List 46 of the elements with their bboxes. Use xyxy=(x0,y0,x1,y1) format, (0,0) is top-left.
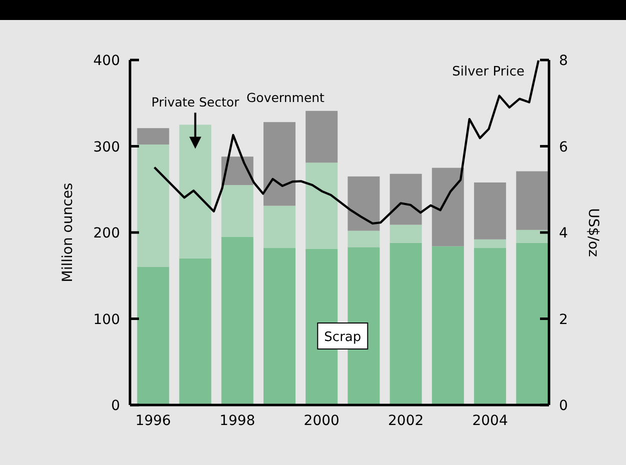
y-tick-label: 400 xyxy=(93,53,120,69)
y-tick-label: 0 xyxy=(111,398,120,414)
y-tick-label: 300 xyxy=(93,139,120,156)
bar xyxy=(263,122,296,206)
y2-axis-title: US$/oz xyxy=(585,208,601,257)
y2-tick-label: 2 xyxy=(559,312,568,328)
y-axis-title: Million ounces xyxy=(60,182,76,282)
bar xyxy=(179,124,212,258)
series-label: Scrap xyxy=(324,330,362,345)
bar xyxy=(263,206,296,248)
x-tick-label: 2000 xyxy=(304,413,340,429)
bar xyxy=(432,168,464,246)
bar xyxy=(516,171,548,230)
series-label: Private Sector xyxy=(151,94,240,110)
y2-tick-label: 4 xyxy=(559,226,568,242)
x-tick-label: 2002 xyxy=(388,413,424,429)
bar xyxy=(306,110,338,163)
series-label: Government xyxy=(246,90,325,105)
bar xyxy=(390,174,422,225)
series-label: Silver Price xyxy=(452,64,524,80)
bar xyxy=(263,248,296,405)
bar xyxy=(474,248,506,405)
bar xyxy=(390,242,422,405)
bar xyxy=(348,176,380,231)
bar xyxy=(390,224,422,243)
x-tick-label: 1996 xyxy=(135,413,172,429)
bar xyxy=(306,162,338,249)
x-tick-label: 2004 xyxy=(472,413,508,429)
x-tick-label: 1998 xyxy=(220,413,256,429)
bar xyxy=(516,230,548,243)
y2-tick-label: 6 xyxy=(559,139,568,156)
bar xyxy=(474,239,506,248)
y2-tick-label: 8 xyxy=(559,53,568,69)
bar xyxy=(137,144,170,267)
y-tick-label: 200 xyxy=(93,226,120,242)
bar xyxy=(221,236,254,405)
bar xyxy=(221,185,254,237)
bar xyxy=(137,267,170,405)
bar xyxy=(137,128,170,145)
bar xyxy=(432,246,464,405)
bar xyxy=(474,182,506,240)
bar xyxy=(179,258,212,405)
y2-tick-label: 0 xyxy=(559,398,568,414)
bar xyxy=(348,230,380,248)
bar xyxy=(516,242,548,405)
y-tick-label: 100 xyxy=(93,312,120,328)
